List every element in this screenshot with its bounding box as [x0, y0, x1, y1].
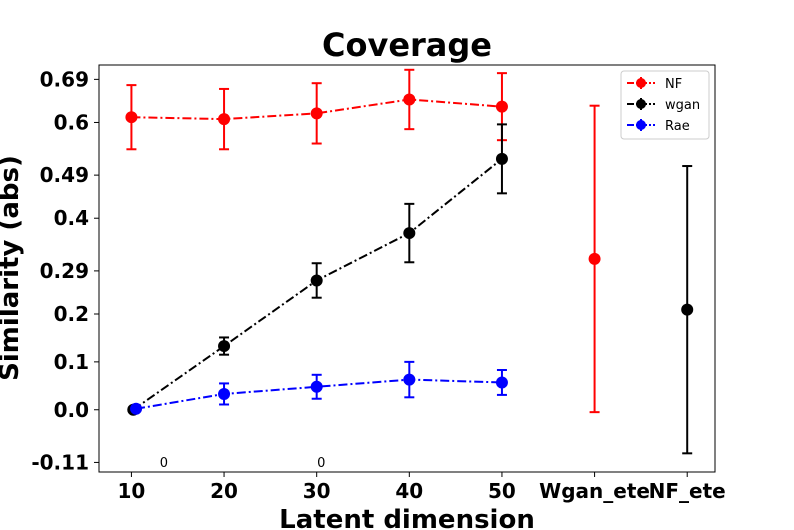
y-tick-label: 0.2: [54, 302, 89, 326]
data-point: [403, 93, 416, 106]
x-tick-label: Wgan_ete: [539, 479, 650, 503]
y-axis-label: Similarity (abs): [0, 155, 25, 381]
legend-label: wgan: [665, 98, 700, 113]
data-point: [681, 303, 694, 316]
legend-label: Rae: [665, 119, 690, 134]
y-tick-label: 0.6: [54, 110, 89, 134]
annotation-text: 0: [317, 456, 325, 471]
x-axis-label: Latent dimension: [279, 505, 535, 530]
standalone-point-nf: [588, 104, 601, 414]
x-tick-label: 20: [210, 479, 238, 503]
data-point: [218, 387, 231, 400]
y-tick-label: -0.11: [31, 450, 89, 474]
standalone-point-wgan: [681, 165, 694, 455]
data-point: [403, 373, 416, 386]
x-tick-label: 30: [303, 479, 331, 503]
series-rae: [130, 360, 508, 415]
data-point: [310, 380, 323, 393]
series-nf: [125, 68, 508, 151]
data-point: [310, 274, 323, 287]
data-point: [218, 113, 231, 126]
data-point: [588, 252, 601, 265]
data-point: [403, 227, 416, 240]
y-tick-label: 0.4: [54, 206, 89, 230]
data-point: [495, 100, 508, 113]
series-line: [131, 98, 503, 121]
y-tick-label: 0.0: [54, 398, 89, 422]
legend-swatch-marker: [636, 99, 646, 109]
y-tick-label: 0.29: [40, 259, 89, 283]
y-tick-label: 0.49: [40, 163, 89, 187]
data-point: [125, 111, 138, 124]
legend-swatch-marker: [636, 78, 646, 88]
data-point: [495, 376, 508, 389]
data-point: [130, 402, 143, 415]
series-wgan: [127, 123, 508, 416]
x-tick-label: 40: [395, 479, 423, 503]
y-tick-label: 0.69: [40, 67, 89, 91]
legend-swatch-marker: [636, 120, 646, 130]
data-point: [218, 340, 231, 353]
x-tick-label: NF_ete: [649, 479, 726, 503]
annotation-text: 0: [160, 456, 168, 471]
legend-label: NF: [665, 77, 682, 92]
y-axis: 0.69 0.6 0.49 0.4 0.29 0.2 0.1 0.0 -0.11: [31, 67, 99, 474]
plot-frame: [98, 64, 716, 473]
y-tick-label: 0.1: [54, 350, 89, 374]
data-point: [310, 107, 323, 120]
data-point: [495, 152, 508, 165]
x-tick-label: 50: [488, 479, 516, 503]
x-tick-label: 10: [117, 479, 145, 503]
chart-title: Coverage: [322, 26, 492, 64]
legend: NF wgan Rae: [620, 70, 710, 140]
series-layer: [125, 68, 694, 455]
